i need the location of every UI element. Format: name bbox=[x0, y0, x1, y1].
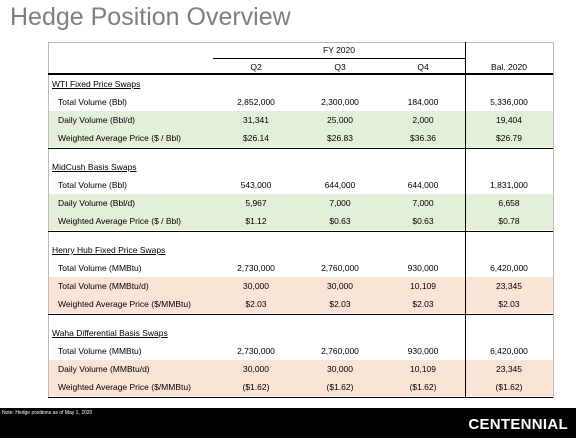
balance-separator bbox=[465, 42, 466, 398]
table-cell: 2,300,000 bbox=[321, 97, 359, 107]
section-rule bbox=[48, 231, 553, 232]
section-title: MidCush Basis Swaps bbox=[52, 162, 137, 172]
table-cell: ($1.62) bbox=[409, 382, 437, 392]
section-title: Waha Differential Basis Swaps bbox=[52, 328, 168, 338]
table-cell: 184,000 bbox=[407, 97, 439, 107]
table-cell: $26.79 bbox=[496, 133, 522, 143]
column-header: Q3 bbox=[334, 62, 346, 72]
table-cell: 2,852,000 bbox=[237, 97, 275, 107]
section-title: Henry Hub Fixed Price Swaps bbox=[52, 245, 166, 255]
table-right-border bbox=[553, 42, 554, 398]
row-label: Daily Volume (Bbl/d) bbox=[58, 198, 136, 208]
table-cell: 644,000 bbox=[324, 180, 356, 190]
row-label: Total Volume (Bbl) bbox=[58, 97, 127, 107]
row-label: Weighted Average Price ($/MMBtu) bbox=[58, 382, 191, 392]
row-label: Total Volume (MMBtu) bbox=[58, 346, 142, 356]
footer-bar bbox=[0, 408, 576, 438]
table-cell: $2.03 bbox=[329, 299, 351, 309]
table-cell: $2.03 bbox=[245, 299, 267, 309]
table-top-border bbox=[48, 42, 553, 43]
table-cell: 6,658 bbox=[498, 198, 520, 208]
table-cell: $26.14 bbox=[243, 133, 269, 143]
table-cell: 23,345 bbox=[496, 281, 522, 291]
table-cell: 30,000 bbox=[243, 281, 269, 291]
table-cell: 2,730,000 bbox=[237, 263, 275, 273]
section-shade bbox=[49, 360, 553, 396]
table-cell: $2.03 bbox=[498, 299, 520, 309]
table-cell: $0.63 bbox=[412, 216, 434, 226]
row-label: Total Volume (Bbl) bbox=[58, 180, 127, 190]
table-cell: 10,109 bbox=[410, 364, 436, 374]
section-shade bbox=[49, 277, 553, 313]
table-left-border bbox=[48, 42, 49, 398]
page-title: Hedge Position Overview bbox=[10, 3, 291, 31]
table-cell: 2,730,000 bbox=[237, 346, 275, 356]
table-cell: $0.63 bbox=[329, 216, 351, 226]
table-cell: $1.12 bbox=[245, 216, 267, 226]
group-header: FY 2020 bbox=[323, 45, 355, 55]
header-rule bbox=[48, 73, 553, 75]
table-cell: 10,109 bbox=[410, 281, 436, 291]
table-cell: 5,336,000 bbox=[490, 97, 528, 107]
column-header: Q2 bbox=[250, 62, 262, 72]
row-label: Weighted Average Price ($/MMBtu) bbox=[58, 299, 191, 309]
row-label: Weighted Average Price ($ / Bbl) bbox=[58, 133, 182, 143]
company-logo: CENTENNIAL bbox=[468, 416, 568, 433]
table-cell: $26.83 bbox=[327, 133, 353, 143]
section-shade bbox=[49, 111, 553, 147]
table-cell: 23,345 bbox=[496, 364, 522, 374]
table-cell: 2,000 bbox=[412, 115, 434, 125]
table-cell: 5,967 bbox=[245, 198, 267, 208]
row-label: Total Volume (MMBtu/d) bbox=[58, 281, 149, 291]
section-shade bbox=[49, 194, 553, 230]
row-label: Weighted Average Price ($ / Bbl) bbox=[58, 216, 182, 226]
table-cell: ($1.62) bbox=[495, 382, 523, 392]
table-cell: 6,420,000 bbox=[490, 263, 528, 273]
table-cell: ($1.62) bbox=[326, 382, 354, 392]
table-cell: 2,760,000 bbox=[321, 263, 359, 273]
table-cell: ($1.62) bbox=[242, 382, 270, 392]
section-title: WTI Fixed Price Swaps bbox=[52, 79, 141, 89]
table-cell: 19,404 bbox=[496, 115, 522, 125]
table-cell: 31,341 bbox=[243, 115, 269, 125]
section-rule bbox=[48, 397, 553, 398]
section-rule bbox=[48, 148, 553, 149]
column-header: Q4 bbox=[417, 62, 429, 72]
row-label: Total Volume (MMBtu) bbox=[58, 263, 142, 273]
section-rule bbox=[48, 314, 553, 315]
row-label: Daily Volume (MMBtu/d) bbox=[58, 364, 150, 374]
table-cell: $2.03 bbox=[412, 299, 434, 309]
table-cell: 30,000 bbox=[243, 364, 269, 374]
table-cell: 30,000 bbox=[327, 364, 353, 374]
footer-note: Note: Hedge positions as of May 1, 2020 bbox=[2, 410, 93, 416]
table-cell: 30,000 bbox=[327, 281, 353, 291]
table-cell: 7,000 bbox=[412, 198, 434, 208]
table-cell: 7,000 bbox=[329, 198, 351, 208]
table-cell: 930,000 bbox=[407, 346, 439, 356]
table-cell: 25,000 bbox=[327, 115, 353, 125]
table-cell: $0.78 bbox=[498, 216, 520, 226]
group-underline bbox=[213, 58, 465, 59]
table-cell: $36.36 bbox=[410, 133, 436, 143]
table-cell: 2,760,000 bbox=[321, 346, 359, 356]
table-cell: 930,000 bbox=[407, 263, 439, 273]
table-cell: 644,000 bbox=[407, 180, 439, 190]
row-label: Daily Volume (Bbl/d) bbox=[58, 115, 136, 125]
table-cell: 6,420,000 bbox=[490, 346, 528, 356]
table-cell: 1,831,000 bbox=[490, 180, 528, 190]
table-cell: 543,000 bbox=[240, 180, 272, 190]
column-header: Bal. 2020 bbox=[491, 62, 527, 72]
